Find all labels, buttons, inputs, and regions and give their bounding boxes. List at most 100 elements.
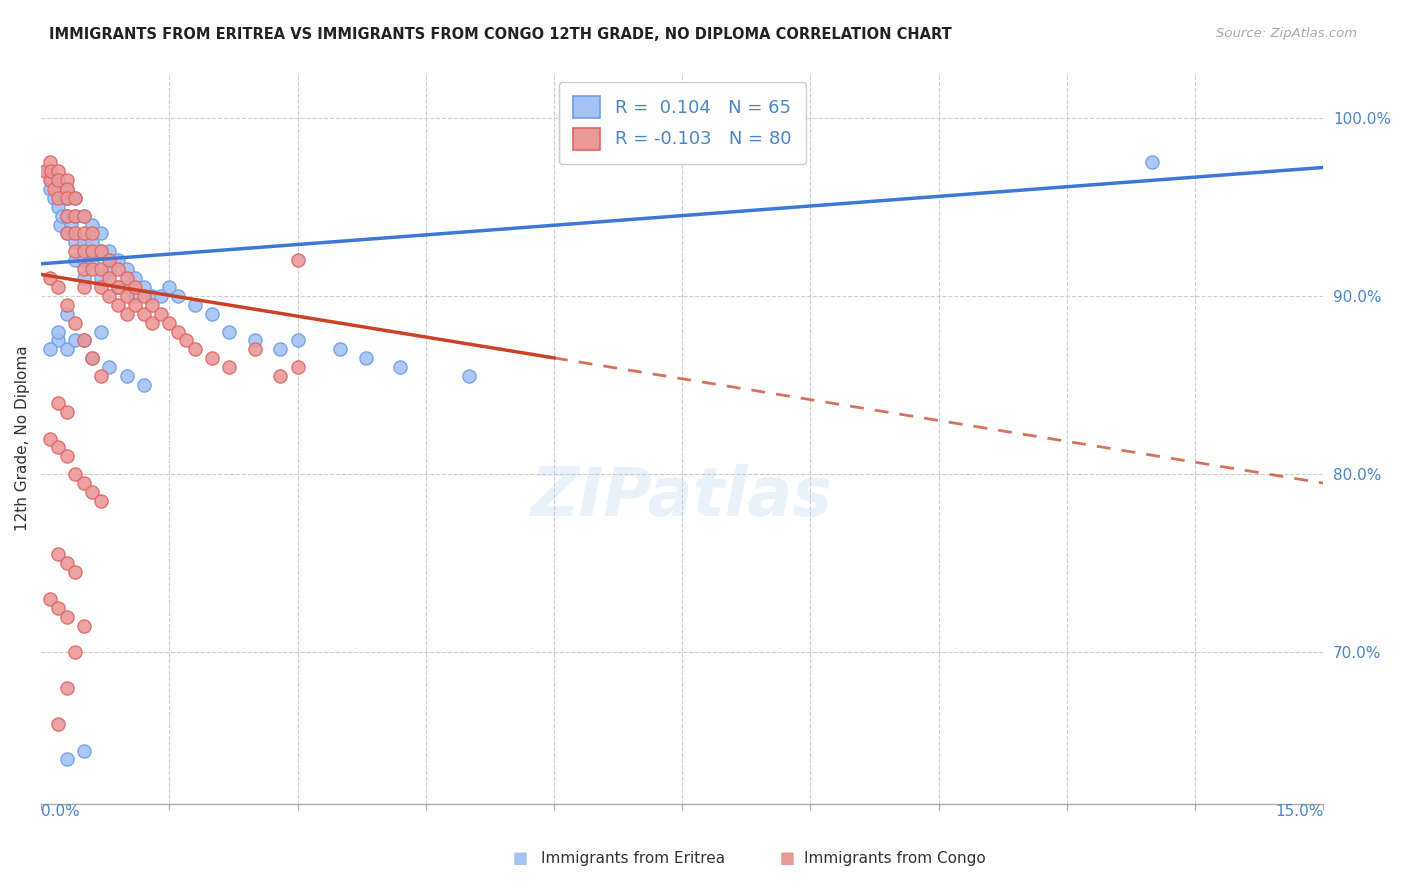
Point [90, 227, 112, 241]
Point [73, 743, 96, 757]
Point [73, 618, 96, 632]
Point [46, 396, 69, 410]
Point [42, 191, 65, 205]
Point [90, 280, 112, 294]
Text: ▪: ▪ [779, 847, 796, 870]
Point [82, 218, 104, 232]
Point [55, 227, 77, 241]
Point [55, 343, 77, 357]
Point [65, 253, 87, 268]
Point [55, 307, 77, 321]
Point [55, 209, 77, 223]
Point [115, 280, 138, 294]
Point [73, 244, 96, 259]
Point [98, 360, 121, 375]
Point [157, 316, 180, 330]
Point [167, 325, 190, 339]
Point [49, 218, 72, 232]
Point [55, 182, 77, 196]
Point [82, 351, 104, 366]
Point [243, 343, 266, 357]
Point [42, 182, 65, 196]
Point [98, 289, 121, 303]
Point [141, 316, 163, 330]
Point [115, 369, 138, 384]
Point [124, 271, 146, 285]
Point [38, 173, 60, 187]
Point [287, 334, 309, 348]
Point [38, 432, 60, 446]
Point [90, 271, 112, 285]
Text: ZIPatlas: ZIPatlas [531, 464, 834, 530]
Text: 0.0%: 0.0% [41, 804, 80, 819]
Text: Immigrants from Congo: Immigrants from Congo [804, 851, 986, 865]
Point [269, 369, 291, 384]
Point [37, 164, 59, 178]
Point [82, 351, 104, 366]
Point [132, 280, 155, 294]
Point [98, 253, 121, 268]
Point [73, 209, 96, 223]
Point [287, 360, 309, 375]
Point [90, 244, 112, 259]
Point [41, 173, 63, 187]
Point [65, 191, 87, 205]
Text: Immigrants from Eritrea: Immigrants from Eritrea [541, 851, 725, 865]
Point [46, 325, 69, 339]
Point [98, 271, 121, 285]
Point [98, 244, 121, 259]
Text: Source: ZipAtlas.com: Source: ZipAtlas.com [1216, 27, 1357, 40]
Point [82, 227, 104, 241]
Point [41, 164, 63, 178]
Point [107, 298, 129, 312]
Point [65, 235, 87, 250]
Point [269, 343, 291, 357]
Point [218, 325, 240, 339]
Point [167, 289, 190, 303]
Point [141, 289, 163, 303]
Point [38, 155, 60, 169]
Point [149, 289, 172, 303]
Point [82, 253, 104, 268]
Point [149, 307, 172, 321]
Text: 15.0%: 15.0% [1275, 804, 1323, 819]
Point [1142, 155, 1164, 169]
Point [157, 280, 180, 294]
Point [65, 566, 87, 580]
Point [141, 298, 163, 312]
Point [73, 334, 96, 348]
Point [60, 218, 83, 232]
Point [65, 244, 87, 259]
Point [55, 609, 77, 624]
Point [132, 378, 155, 392]
Point [46, 173, 69, 187]
Point [90, 262, 112, 277]
Point [107, 262, 129, 277]
Point [115, 271, 138, 285]
Point [184, 343, 207, 357]
Point [184, 298, 207, 312]
Point [46, 164, 69, 178]
Point [90, 244, 112, 259]
Point [65, 191, 87, 205]
Point [107, 280, 129, 294]
Point [55, 191, 77, 205]
Text: IMMIGRANTS FROM ERITREA VS IMMIGRANTS FROM CONGO 12TH GRADE, NO DIPLOMA CORRELAT: IMMIGRANTS FROM ERITREA VS IMMIGRANTS FR… [49, 27, 952, 42]
Point [73, 476, 96, 491]
Point [46, 191, 69, 205]
Point [457, 369, 479, 384]
Point [46, 182, 69, 196]
Point [55, 557, 77, 571]
Point [132, 289, 155, 303]
Point [201, 351, 224, 366]
Point [46, 716, 69, 731]
Point [73, 262, 96, 277]
Point [55, 405, 77, 419]
Point [115, 262, 138, 277]
Point [65, 645, 87, 659]
Point [82, 244, 104, 259]
Point [73, 209, 96, 223]
Point [115, 289, 138, 303]
Point [287, 253, 309, 268]
Point [46, 548, 69, 562]
